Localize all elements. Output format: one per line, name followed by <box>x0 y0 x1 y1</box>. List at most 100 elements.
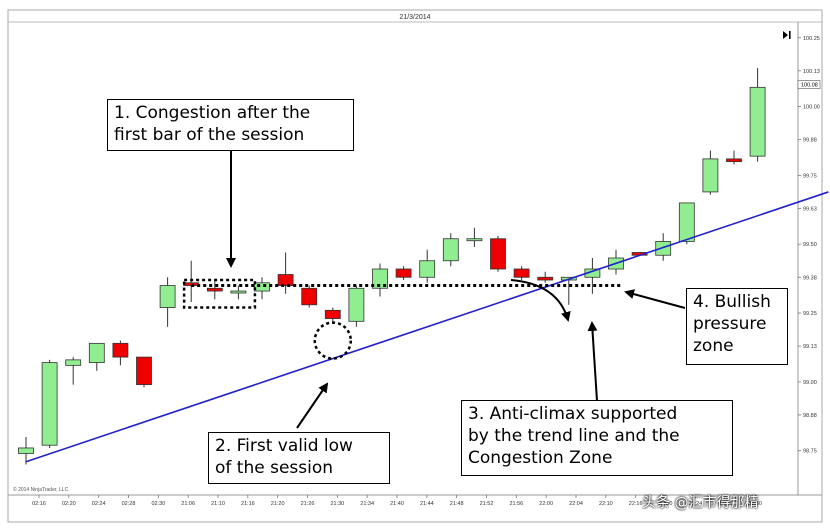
candle <box>702 150 719 195</box>
x-tick-label: 22:10 <box>599 501 613 507</box>
x-tick-label: 21:26 <box>301 501 315 507</box>
candle-body-bull <box>88 342 105 364</box>
x-tick-label: 02:28 <box>122 501 136 507</box>
candle-body-bear <box>324 309 341 319</box>
price-marker-box <box>797 80 821 89</box>
candle <box>490 235 506 272</box>
annotation-3-line-3: Congestion Zone <box>468 448 613 468</box>
y-tick-label: 99.50 <box>803 242 817 248</box>
x-tick-label: 22:28 <box>718 501 732 507</box>
candle <box>513 266 530 281</box>
y-tick-label: 99.38 <box>803 275 817 281</box>
x-tick-label: 22:30 <box>748 501 762 507</box>
x-tick-label: 21:34 <box>360 501 374 507</box>
x-tick-label: 22:24 <box>688 501 702 507</box>
annotation-1-line-2: first bar of the session <box>114 125 305 145</box>
candle <box>442 233 459 267</box>
candle <box>136 356 152 388</box>
candle <box>206 280 223 300</box>
x-tick-label: 21:52 <box>480 501 494 507</box>
x-tick-label: 21:56 <box>509 501 523 507</box>
y-tick-label: 99.88 <box>803 138 817 144</box>
x-tick-label: 22:20 <box>659 501 673 507</box>
y-tick-label: 100.25 <box>803 36 820 42</box>
y-tick-label: 99.75 <box>803 173 817 179</box>
candle <box>301 285 318 308</box>
y-tick-label: 100.13 <box>803 69 820 75</box>
candle-body-bull <box>254 282 270 292</box>
candle <box>466 227 483 247</box>
candle <box>655 233 672 261</box>
x-tick-label: 21:20 <box>271 501 285 507</box>
candle <box>678 202 695 245</box>
candle <box>41 359 58 448</box>
candle-body-bear <box>726 158 742 163</box>
x-tick-label: 02:16 <box>32 501 46 507</box>
annotation-box-2: 2. First valid low of the session <box>208 432 390 484</box>
candle-body-bear <box>112 342 129 358</box>
y-tick-label: 99.25 <box>803 311 817 317</box>
scroll-to-end-icon[interactable] <box>783 31 791 39</box>
candle <box>230 285 247 300</box>
copyright-text: © 2014 NinjaTrader, LLC <box>13 486 69 493</box>
candles <box>18 68 766 465</box>
candle <box>112 340 129 366</box>
y-tick-label: 98.88 <box>803 413 817 419</box>
x-tick-label: 22:04 <box>569 501 583 507</box>
candle-body-bear <box>537 276 554 281</box>
price-marker-label: 100.08 <box>801 83 818 89</box>
annotation-2-line-1: 2. First valid low <box>215 436 353 456</box>
annotation-4-line-1: 4. Bullish <box>693 292 771 312</box>
annotation-2-line-2: of the session <box>215 458 334 478</box>
x-tick-label: 21:40 <box>390 501 404 507</box>
candle-body-bull <box>159 285 176 308</box>
curved-arrow <box>510 279 571 322</box>
congestion-box <box>182 278 257 309</box>
candle-body-bull <box>442 238 459 262</box>
x-tick-label: 21:44 <box>420 501 434 507</box>
x-tick-label: 21:10 <box>211 501 225 507</box>
candle <box>419 249 436 283</box>
y-tick-label: 98.75 <box>803 449 817 455</box>
x-tick-label: 21:06 <box>181 501 195 507</box>
y-tick-label: 99.00 <box>803 380 817 386</box>
arrow-annotation-2 <box>296 382 329 429</box>
x-tick-label: 02:30 <box>151 501 165 507</box>
candle-body-bear <box>395 268 412 278</box>
candle-body-bull <box>18 447 34 454</box>
candle-body-bear <box>277 274 294 286</box>
candle <box>726 150 742 165</box>
candle-body-bear <box>136 356 152 386</box>
candle-body-bear <box>513 268 530 278</box>
arrow-annotation-3 <box>587 321 598 402</box>
candle-body-bull <box>749 86 766 157</box>
overlays <box>25 191 829 463</box>
candle <box>372 263 388 297</box>
x-tick-label: 22:00 <box>539 501 553 507</box>
candle <box>537 271 554 283</box>
candle <box>749 68 766 162</box>
valid-low-circle <box>313 321 353 360</box>
y-tick-label: 99.13 <box>803 344 817 350</box>
y-tick-label: 100.00 <box>803 105 820 111</box>
x-tick-label: 21:30 <box>330 501 344 507</box>
watermark: 头条 @汇市得那精 <box>642 495 759 511</box>
candle <box>277 252 294 294</box>
candle <box>348 285 365 327</box>
x-tick-label: 21:16 <box>241 501 255 507</box>
candle-body-bear <box>206 287 223 292</box>
candle-body-bull <box>419 260 436 278</box>
candle <box>65 357 82 385</box>
candle-body-bull <box>65 359 82 366</box>
x-tick-label: 21:48 <box>450 501 464 507</box>
annotation-3-line-2: by the trend line and the <box>468 426 680 446</box>
candle-body-bull <box>702 158 719 193</box>
x-tick-label: 02:24 <box>92 501 106 507</box>
candle <box>395 266 412 281</box>
annotation-box-4: 4. Bullish pressure zone <box>686 288 788 365</box>
candle-body-bull <box>230 290 247 294</box>
x-tick-label: 02:20 <box>62 501 76 507</box>
candle <box>88 342 105 371</box>
annotation-4-line-2: pressure <box>693 314 767 334</box>
